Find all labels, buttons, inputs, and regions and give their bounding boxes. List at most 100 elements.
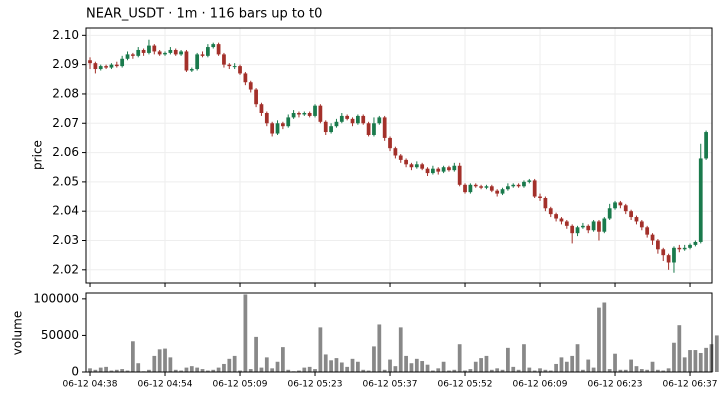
volume-bar	[125, 370, 130, 372]
x-tick-label: 06-12 06:23	[588, 380, 643, 390]
candle-body	[414, 164, 419, 168]
volume-bar	[559, 357, 564, 372]
candle-body	[698, 158, 703, 242]
volume-bar	[206, 370, 210, 372]
volume-bar	[623, 369, 628, 372]
volume-bar	[88, 368, 92, 372]
volume-bar	[313, 369, 317, 372]
candle-body	[704, 132, 708, 159]
candle-body	[468, 184, 473, 193]
volume-bar	[554, 363, 558, 372]
volume-bar	[93, 369, 98, 372]
volume-bar	[586, 359, 591, 372]
candle-body	[688, 244, 692, 248]
volume-bar	[136, 363, 141, 372]
volume-bar	[184, 367, 189, 372]
candle-body	[323, 121, 328, 133]
candle-body	[500, 189, 505, 194]
volume-bar	[281, 347, 285, 372]
volume-bar	[372, 346, 376, 372]
x-tick-label: 06-12 05:23	[288, 380, 343, 390]
volume-bar	[377, 324, 382, 372]
y-tick-label: 0	[71, 365, 79, 379]
volume-bar	[168, 357, 173, 372]
candle-body	[447, 167, 451, 171]
volume-bar	[650, 361, 655, 372]
candle-body	[163, 52, 167, 55]
volume-bar	[302, 367, 307, 372]
candle-body	[125, 54, 130, 59]
volume-bar	[382, 369, 387, 372]
volume-bar	[516, 369, 521, 372]
candle-body	[404, 159, 408, 165]
y-tick-label: 2.06	[52, 145, 79, 159]
candle-body	[302, 113, 307, 115]
volume-bar	[254, 336, 258, 372]
volume-bar	[511, 366, 516, 372]
volume-bar	[318, 327, 323, 372]
candle-body	[216, 44, 221, 55]
candle-body	[575, 227, 580, 234]
candle-body	[291, 113, 296, 118]
candle-body	[248, 82, 253, 90]
candle-body	[613, 202, 617, 209]
candle-body	[318, 105, 323, 122]
candle-body	[259, 104, 264, 113]
volume-bar	[548, 370, 553, 372]
candle-body	[554, 214, 558, 219]
candle-body	[484, 186, 489, 188]
volume-bar	[152, 355, 157, 372]
volume-bar	[431, 370, 435, 372]
volume-bar	[388, 359, 392, 372]
candle-body	[350, 118, 355, 124]
volume-bar	[350, 358, 355, 372]
volume-bar	[564, 361, 569, 372]
x-tick-label: 06-12 06:37	[663, 380, 718, 390]
volume-bar	[634, 366, 639, 372]
candle-body	[495, 190, 500, 194]
volume-bar	[457, 344, 462, 372]
candle-body	[275, 123, 280, 134]
volume-bar	[131, 341, 135, 372]
candle-body	[522, 181, 526, 187]
candle-body	[141, 49, 146, 53]
volume-bar	[661, 370, 666, 372]
volume-bar	[398, 327, 403, 372]
plot-frame	[85, 27, 713, 284]
x-tick-label: 06-12 05:37	[363, 380, 418, 390]
volume-bar	[682, 357, 687, 372]
candle-body	[441, 167, 446, 172]
volume-bar	[179, 370, 183, 372]
candle-body	[147, 45, 151, 53]
y-axis-label: price	[31, 140, 45, 170]
volume-bar	[211, 369, 216, 372]
volume-bar	[200, 369, 205, 372]
candle-body	[152, 45, 157, 52]
candle-body	[270, 123, 275, 134]
volume-bar	[484, 355, 489, 372]
volume-bar	[366, 370, 371, 372]
volume-bar	[693, 350, 698, 372]
candle-body	[372, 123, 376, 135]
volume-bar	[463, 370, 467, 372]
volume-bar	[216, 367, 221, 372]
candle-body	[511, 184, 516, 187]
volume-bar	[243, 294, 248, 372]
volume-bar	[714, 335, 719, 372]
y-axis-label: volume	[11, 311, 25, 355]
volume-bar	[222, 363, 226, 372]
volume-bar	[656, 369, 660, 372]
x-tick-label: 06-12 06:09	[513, 380, 568, 390]
candle-body	[597, 221, 601, 232]
volume-bar	[570, 355, 575, 372]
x-tick-label: 06-12 05:52	[438, 380, 493, 390]
candle-body	[393, 148, 398, 156]
candle-body	[623, 205, 628, 212]
volume-bar	[259, 367, 264, 372]
candle-body	[548, 208, 553, 215]
candle-body	[506, 186, 510, 190]
candle-body	[345, 115, 350, 119]
candle-body	[629, 211, 633, 218]
candle-body	[425, 168, 430, 174]
